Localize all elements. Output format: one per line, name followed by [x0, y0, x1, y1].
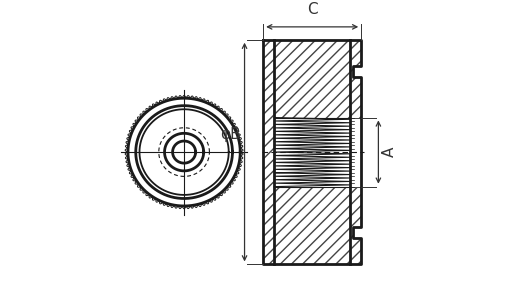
Polygon shape — [350, 186, 361, 264]
Text: C: C — [307, 2, 318, 17]
Polygon shape — [350, 40, 361, 118]
Text: φB: φB — [220, 127, 241, 142]
Text: A: A — [382, 147, 397, 157]
Polygon shape — [274, 40, 350, 118]
Polygon shape — [263, 40, 274, 264]
Polygon shape — [274, 186, 350, 264]
